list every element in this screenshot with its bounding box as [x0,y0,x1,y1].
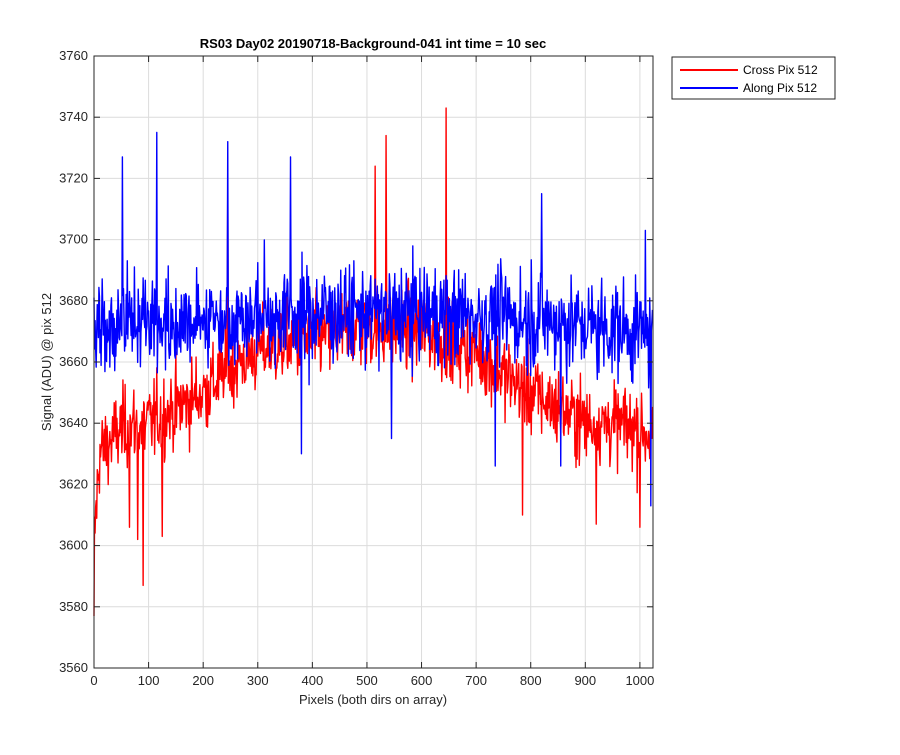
legend-label-cross: Cross Pix 512 [743,63,818,77]
y-tick-label: 3620 [59,476,88,491]
y-tick-label: 3600 [59,538,88,553]
x-tick-label: 400 [302,673,324,688]
y-tick-label: 3640 [59,415,88,430]
legend-box [671,56,836,100]
series-line-0 [93,107,654,616]
x-tick-label: 300 [247,673,269,688]
x-tick-label: 100 [138,673,160,688]
x-tick-label: 600 [411,673,433,688]
grid-lines [94,56,653,668]
y-tick-label: 3720 [59,170,88,185]
x-tick-label: 200 [192,673,214,688]
series-layer [93,107,654,616]
y-tick-label: 3560 [59,660,88,675]
x-tick-label: 500 [356,673,378,688]
y-axis-label: Signal (ADU) @ pix 512 [39,293,54,431]
x-tick-label: 700 [465,673,487,688]
x-tick-label: 0 [90,673,97,688]
axis-ticks: 0 100 200 300 400 500 600 700 800 900 1000 3560 3580… [59,48,654,688]
x-axis-label: Pixels (both dirs on array) [299,692,447,707]
y-tick-label: 3580 [59,599,88,614]
y-tick-label: 3760 [59,48,88,63]
y-tick-label: 3700 [59,232,88,247]
y-tick-label: 3680 [59,293,88,308]
x-tick-label: 900 [574,673,596,688]
chart-title: RS03 Day02 20190718-Background-041 int t… [200,36,547,51]
series-line-1 [93,131,654,507]
y-tick-label: 3740 [59,109,88,124]
legend: Cross Pix 512 Along Pix 512 [671,56,836,100]
x-tick-label: 800 [520,673,542,688]
x-tick-label: 1000 [625,673,654,688]
legend-label-along: Along Pix 512 [743,81,817,95]
y-tick-label: 3660 [59,354,88,369]
